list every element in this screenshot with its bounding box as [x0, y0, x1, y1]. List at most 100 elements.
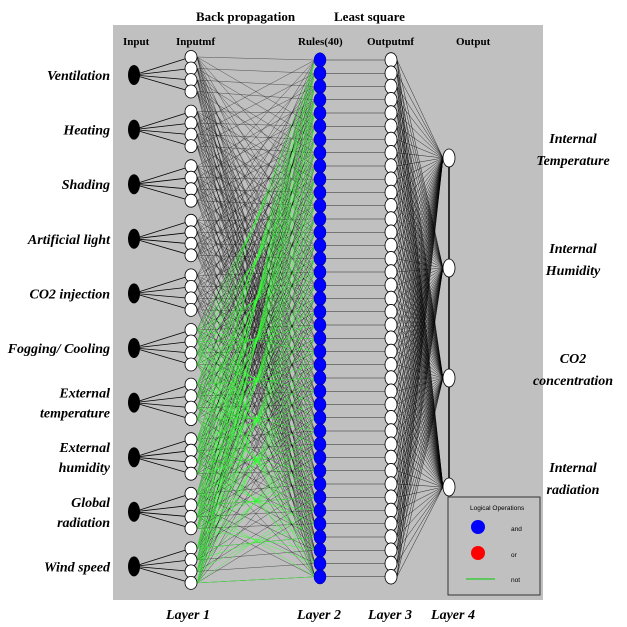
output-node [442, 477, 456, 497]
edge-outmf-output [396, 267, 444, 471]
outputmf-node [384, 343, 398, 360]
outputmf-node [384, 304, 398, 320]
edge-mf-rule [196, 59, 316, 397]
edge-mf-rule-not [196, 298, 316, 549]
inputmf-node [184, 236, 198, 251]
edge-outmf-output [396, 338, 444, 379]
edge-mf-rule-not [196, 457, 316, 549]
edge-outmf-output [396, 258, 444, 269]
edge-outmf-output [396, 267, 444, 273]
layer-labels: Layer 1 Layer 2 Layer 3 Layer 4 [165, 608, 475, 623]
edge-mf-rule [196, 218, 316, 420]
inputmf-node [184, 486, 198, 501]
inputmf-node [184, 509, 198, 524]
edge-outmf-output [396, 364, 444, 379]
input-node [128, 174, 140, 195]
edge-mf-rule [196, 510, 316, 584]
edge-mf-rule [196, 59, 316, 124]
edge-input-mf [133, 293, 192, 299]
edge-mf-rule [196, 86, 316, 494]
rule-node [313, 555, 327, 572]
input-label: Artificial light [27, 233, 111, 248]
edge-input-mf [133, 177, 192, 185]
edge-mf-rule-not [196, 576, 316, 584]
outputmf-node [384, 131, 398, 148]
rule-node [313, 330, 327, 346]
edge-mf-rule-not [196, 86, 316, 440]
outputmf-node [384, 555, 398, 572]
edge-mf-rule [196, 298, 316, 365]
edge-input-mf [133, 341, 192, 349]
edge-input-mf [133, 220, 192, 240]
edge-mf-rule-not [196, 192, 316, 572]
input-node [128, 447, 140, 468]
edge-mf-rule-not [196, 444, 316, 474]
edge-outmf-output [396, 486, 444, 538]
edge-mf-rule [196, 473, 316, 538]
edge-mf-rule-not [196, 430, 316, 572]
edge-outmf-output [396, 377, 444, 524]
edge-mf-rule [196, 68, 316, 74]
inputmf-node [184, 61, 198, 76]
outputmf-node [384, 237, 398, 254]
edge-mf-rule-not [196, 338, 316, 420]
edge-mf-rule [196, 145, 316, 153]
outputmf-node [384, 211, 398, 227]
rule-node [313, 569, 327, 585]
edge-outmf-output [396, 157, 444, 220]
output-label: Internal [548, 461, 597, 476]
edge-outmf-output [396, 157, 444, 577]
outputmf-node [384, 396, 398, 413]
edge-outmf-output [396, 112, 444, 269]
edge-outmf-output [396, 157, 444, 432]
outputmf-node [384, 516, 398, 532]
edge-mf-rule [196, 338, 316, 549]
edge-outmf-output [396, 86, 444, 159]
edge-mf-rule-not [196, 417, 316, 420]
back-propagation-label: Back propagation [196, 9, 296, 24]
rule-node [313, 410, 327, 426]
inputmf-node [184, 346, 198, 360]
inputmf-node [184, 389, 198, 404]
edge-input-mf [133, 129, 192, 135]
edge-mf-rule [196, 73, 316, 276]
inputmf-node [184, 127, 198, 142]
edge-outmf-output [396, 157, 444, 326]
rule-node [313, 357, 327, 373]
edge-outmf-output [396, 486, 444, 551]
edge-outmf-output [396, 267, 444, 392]
edge-outmf-output [396, 377, 444, 405]
edge-mf-rule-not [196, 258, 316, 583]
edge-mf-rule-not [196, 311, 316, 529]
edge-mf-rule [196, 99, 316, 299]
edge-outmf-output [396, 157, 444, 193]
edge-mf-rule-not [196, 73, 316, 451]
inputmf-node [184, 50, 198, 64]
edge-outmf-output [396, 267, 444, 524]
edge-mf-rule-not [196, 99, 316, 583]
edge-mf-rule-not [196, 139, 316, 549]
rule-node [313, 290, 327, 307]
edge-outmf-output [396, 59, 444, 488]
inputmf-node [184, 466, 198, 481]
edge-mf-rule-not [196, 152, 316, 365]
outputmf-node [384, 423, 398, 439]
input-labels: Ventilation Heating Shading Artificial ligh… [7, 69, 111, 575]
outputmf-node [384, 330, 398, 346]
edge-outmf-output [396, 377, 444, 511]
edge-mf-rule-not [196, 473, 316, 524]
edge-input-mf [133, 183, 192, 202]
edge-mf-rule [196, 86, 316, 221]
edge-input-mf [133, 450, 192, 458]
edge-outmf-output [396, 324, 444, 379]
inputmf-node [184, 521, 198, 536]
edge-outmf-output [396, 486, 444, 577]
rule-node [313, 476, 327, 492]
edge-outmf-output [396, 377, 444, 551]
rule-node [313, 105, 327, 121]
edge-mf-rule [196, 91, 316, 100]
edge-mf-rule-not [196, 86, 316, 354]
edge-outmf-output [396, 267, 444, 445]
output-labels: Internal Temperature Internal Humidity CO2 co… [533, 132, 613, 498]
edge-outmf-output [396, 267, 444, 339]
